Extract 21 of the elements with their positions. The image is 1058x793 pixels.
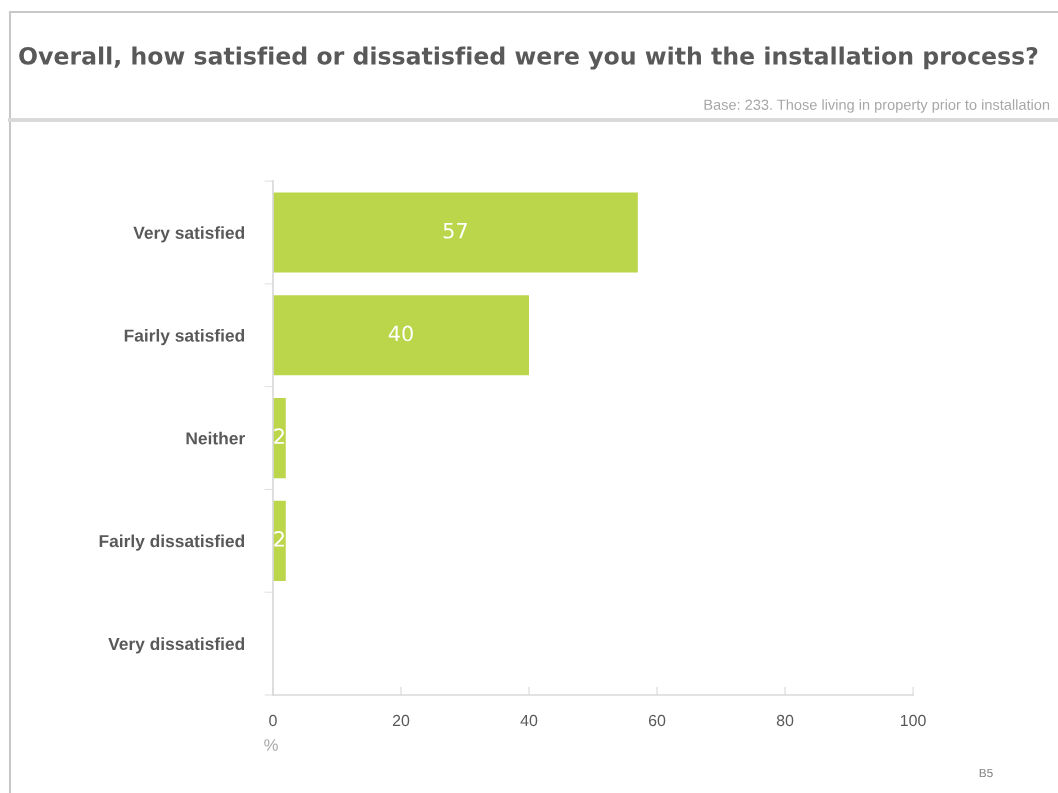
data-label: 57 [443, 223, 467, 239]
x-axis-title: % [264, 739, 278, 751]
y-tick-label: Fairly dissatisfied [99, 534, 245, 551]
bar [272, 192, 638, 273]
y-tick-label: Fairly satisfied [124, 328, 245, 346]
text: B5 [979, 768, 993, 778]
x-tick-label: 80 [776, 714, 794, 727]
data-label: 2 [274, 428, 284, 444]
y-tick-label: Very satisfied [133, 226, 245, 243]
data-label: 40 [388, 325, 413, 342]
chart-title: Overall, how satisfied or dissatisfied were you with the installation process? [19, 46, 1038, 70]
data-label: 2 [274, 531, 284, 547]
bar [272, 295, 529, 376]
chart-subtitle: Base: 233. Those living in property prior to installation [704, 99, 1050, 113]
x-tick-label: 0 [269, 714, 277, 727]
y-tick-label: Very dissatisfied [108, 637, 245, 654]
y-tick-label: Neither [186, 431, 245, 445]
x-tick-label: 60 [648, 714, 666, 727]
x-tick-label: 40 [520, 714, 538, 727]
x-tick-label: 100 [900, 714, 926, 727]
x-tick-label: 20 [392, 714, 410, 727]
